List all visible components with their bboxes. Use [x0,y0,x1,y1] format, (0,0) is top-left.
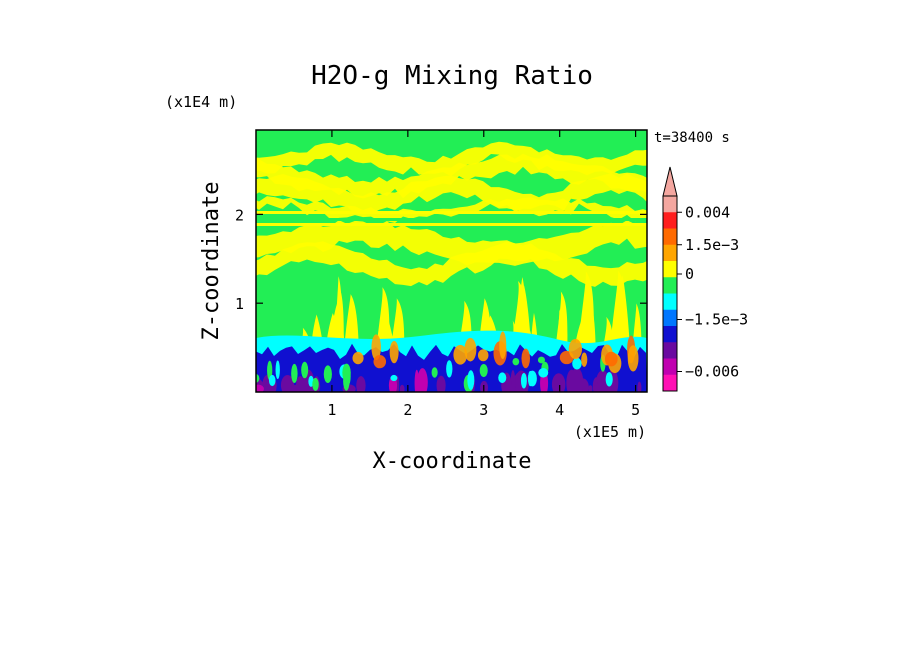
field-fleck-24 [431,367,438,378]
field-band-5 [256,241,647,287]
field-core-9 [627,345,639,372]
colorbar-swatch-8 [663,326,677,343]
field-floor-40 [417,368,428,392]
field-fleck-13 [527,370,537,387]
plot-frame [255,129,648,393]
field-fleck-14 [291,363,298,383]
field-stripe-1 [256,218,647,221]
time-label: t=38400 s [654,130,730,146]
colorbar-swatch-6 [663,293,677,311]
field-floor-32 [582,378,588,392]
field-stripe-0 [256,211,647,214]
field-core-8 [521,348,531,369]
colorbar-swatch-5 [663,277,677,294]
field-floor-25 [280,374,295,392]
colorbar-swatch-7 [663,309,677,327]
chart-title: H2O-g Mixing Ratio [311,61,593,91]
colorbar-swatch-9 [663,342,677,359]
colorbar-swatch-10 [663,358,677,376]
field-fleck-18 [275,360,280,380]
y-tick-label-0: 1 [235,295,244,313]
field-fleck-25 [446,360,453,378]
colorbar-arrow [662,166,678,197]
field-band-2 [256,141,647,177]
field-floor-36 [551,373,566,392]
colorbar-label-3: −1.5e−3 [685,311,748,329]
colorbar-label-1: 1.5e−3 [685,236,739,254]
y-tick-label-1: 2 [235,206,244,224]
field-fleck-2 [256,374,260,383]
field-core-12 [581,352,588,367]
field-band-3 [256,196,647,223]
y-unit-label: (x1E4 m) [165,93,237,111]
field-floor-20 [637,381,642,392]
x-tick-label-2: 3 [479,401,488,419]
colorbar-swatch-1 [663,212,677,229]
field-core-14 [352,351,364,365]
field-fleck-23 [467,370,475,390]
field-core-15 [389,340,399,364]
field-floor-19 [588,385,593,392]
field-core-0 [477,349,489,362]
contour-field [256,130,647,392]
field-fleck-28 [301,361,309,379]
field-core-13 [499,331,507,360]
colorbar-swatch-0 [663,196,677,213]
field-fleck-20 [538,368,549,378]
field-fleck-27 [479,363,488,378]
x-tick-label-0: 1 [327,401,336,419]
x-unit-label: (x1E5 m) [574,423,646,441]
x-axis: 1 2 3 4 5 [327,130,640,419]
field-core-2 [453,344,468,365]
field-fleck-16 [512,357,520,366]
field-floor-30 [356,376,366,392]
x-tick-label-4: 5 [631,401,640,419]
colorbar-label-4: −0.006 [685,363,739,381]
field-core-16 [568,338,583,360]
field-fleck-29 [572,357,582,370]
colorbar-swatch-2 [663,228,677,246]
field-floor-14 [256,384,264,392]
field-fleck-8 [498,372,507,384]
field-floor-44 [597,371,604,392]
field-floor-38 [296,376,305,392]
colorbar-frame [662,195,678,392]
field-fleck-7 [268,374,276,387]
x-axis-title: X-coordinate [373,449,532,474]
field-fleck-21 [312,377,319,391]
colorbar-swatch-3 [663,244,677,262]
field-floor-17 [436,375,446,392]
field-fleck-9 [537,356,546,364]
field-core-17 [604,351,618,367]
y-axis: 12 [235,206,647,313]
colorbar-swatch-4 [663,261,677,278]
field-band-0 [256,173,647,217]
colorbar: 0.004 1.5e−3 0 −1.5e−3 −0.006 [662,166,748,392]
field-fleck-17 [323,365,332,383]
field-fleck-22 [342,363,351,382]
field-stripe-2 [256,223,647,226]
field-fleck-11 [605,372,613,387]
field-core-3 [371,334,381,361]
field-core-6 [464,337,477,362]
field-fleck-10 [390,374,398,382]
field-fleck-12 [520,372,527,389]
y-axis-title: Z-coordinate [199,182,224,341]
x-tick-label-3: 4 [555,401,564,419]
x-tick-label-1: 2 [403,401,412,419]
colorbar-swatch-11 [663,374,677,392]
field-floor-29 [570,367,584,392]
field-core-11 [373,355,387,369]
colorbar-label-2: 0 [685,265,694,283]
field-floor-12 [399,384,405,392]
colorbar-label-0: 0.004 [685,203,730,221]
